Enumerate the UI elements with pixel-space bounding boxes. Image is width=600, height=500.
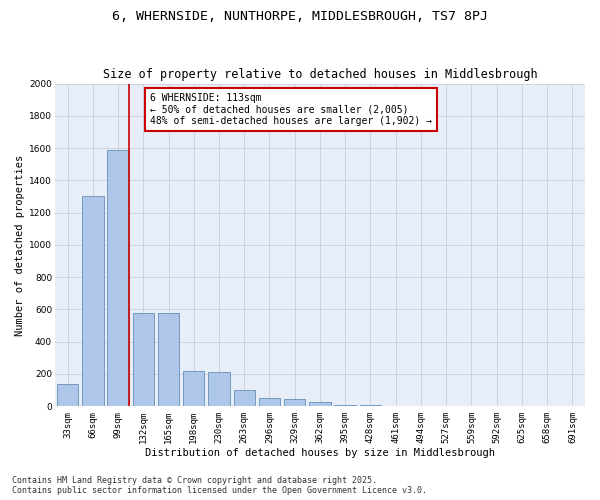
Bar: [233, 390, 255, 406]
X-axis label: Distribution of detached houses by size in Middlesbrough: Distribution of detached houses by size …: [145, 448, 495, 458]
Bar: [107, 150, 129, 406]
Bar: [133, 312, 154, 406]
Bar: [208, 372, 230, 406]
Bar: [259, 398, 280, 406]
Y-axis label: Number of detached properties: Number of detached properties: [15, 154, 25, 336]
Text: 6 WHERNSIDE: 113sqm
← 50% of detached houses are smaller (2,005)
48% of semi-det: 6 WHERNSIDE: 113sqm ← 50% of detached ho…: [151, 93, 433, 126]
Bar: [309, 402, 331, 406]
Bar: [183, 370, 205, 406]
Bar: [57, 384, 78, 406]
Bar: [334, 404, 356, 406]
Bar: [360, 404, 381, 406]
Bar: [284, 399, 305, 406]
Bar: [82, 196, 104, 406]
Bar: [158, 312, 179, 406]
Text: Contains HM Land Registry data © Crown copyright and database right 2025.
Contai: Contains HM Land Registry data © Crown c…: [12, 476, 427, 495]
Title: Size of property relative to detached houses in Middlesbrough: Size of property relative to detached ho…: [103, 68, 537, 81]
Text: 6, WHERNSIDE, NUNTHORPE, MIDDLESBROUGH, TS7 8PJ: 6, WHERNSIDE, NUNTHORPE, MIDDLESBROUGH, …: [112, 10, 488, 23]
